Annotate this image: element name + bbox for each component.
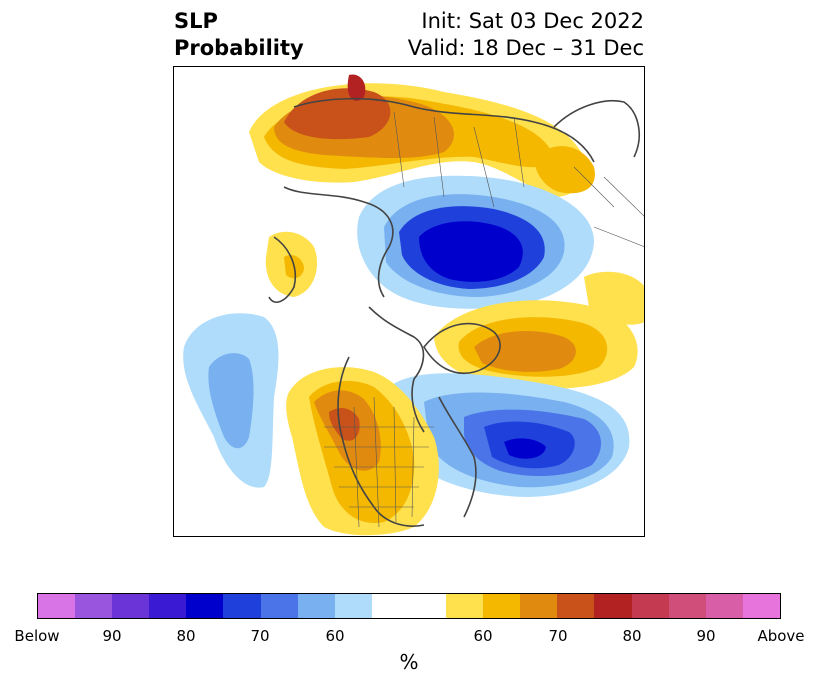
colorbar-segment [371, 594, 447, 618]
colorbar-segment [483, 594, 521, 618]
colorbar-tick-label: 60 [473, 627, 493, 645]
colorbar-segment [112, 594, 150, 618]
map-title: SLP Probability [174, 8, 304, 62]
colorbar-segment [38, 594, 76, 618]
colorbar-segment [631, 594, 669, 618]
colorbar-tick-label: 80 [622, 627, 642, 645]
colorbar-segment [334, 594, 372, 618]
colorbar-segment [705, 594, 743, 618]
asia-high-region [249, 74, 587, 197]
borders [324, 111, 644, 528]
title-line-1: SLP [174, 9, 218, 33]
colorbar-label: % [399, 650, 419, 674]
title-line-2: Probability [174, 36, 304, 60]
map-dates: Init: Sat 03 Dec 2022 Valid: 18 Dec – 31… [408, 8, 644, 62]
colorbar-segment [223, 594, 261, 618]
colorbar-tick-label: 70 [250, 627, 270, 645]
init-date: Init: Sat 03 Dec 2022 [421, 9, 644, 33]
arctic-low-region [357, 175, 594, 309]
probability-map [173, 66, 645, 537]
east-siberia-region [534, 146, 595, 194]
colorbar-segment [520, 594, 558, 618]
colorbar-segment [742, 594, 780, 618]
north-america-high-region [286, 367, 439, 536]
colorbar-tick-label: 80 [176, 627, 196, 645]
colorbar-tick-label: Above [757, 627, 805, 645]
pacific-low-region [183, 313, 279, 488]
valid-range: Valid: 18 Dec – 31 Dec [407, 36, 644, 60]
colorbar-segment [668, 594, 706, 618]
edge-notch [174, 287, 178, 317]
colorbar-tick-label: 70 [548, 627, 568, 645]
colorbar-segment [75, 594, 113, 618]
colorbar-tick-label: 90 [102, 627, 122, 645]
colorbar-segment [557, 594, 595, 618]
colorbar-segment [260, 594, 298, 618]
colorbar-tick-label: 60 [325, 627, 345, 645]
colorbar-tick-label: Below [14, 627, 60, 645]
atlantic-low-region [383, 373, 630, 497]
colorbar-tick-label: 90 [696, 627, 716, 645]
colorbar-segment [594, 594, 632, 618]
colorbar [37, 593, 781, 619]
colorbar-segment [149, 594, 187, 618]
greenland-high-region [434, 271, 644, 389]
colorbar-segment [446, 594, 484, 618]
colorbar-segment [297, 594, 335, 618]
colorbar-segment [186, 594, 224, 618]
coastlines [268, 97, 640, 527]
